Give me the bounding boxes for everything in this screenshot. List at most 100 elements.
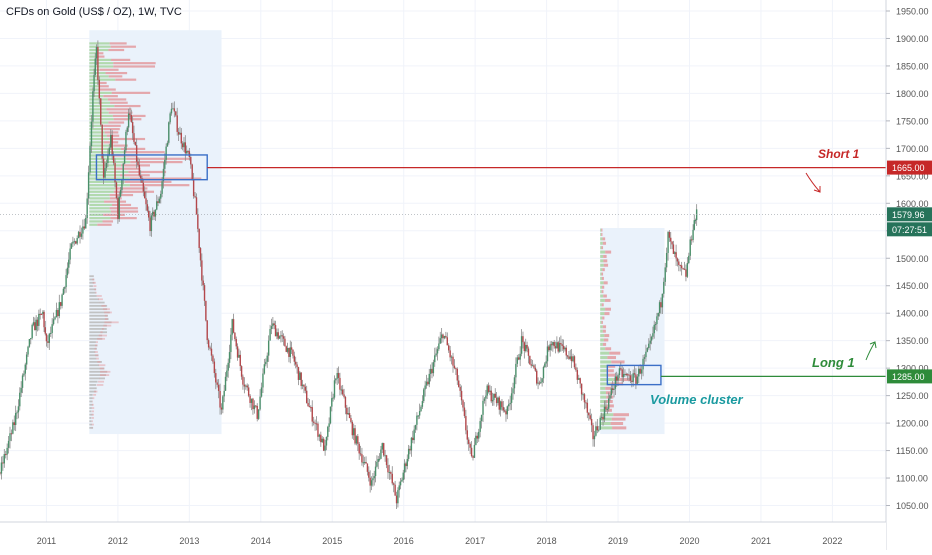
candle[interactable] [67, 268, 68, 275]
candle[interactable] [72, 242, 73, 244]
candle[interactable] [536, 371, 537, 384]
candle[interactable] [353, 428, 354, 435]
candle[interactable] [501, 401, 502, 407]
candle[interactable] [416, 416, 417, 425]
candle[interactable] [601, 417, 602, 418]
candle[interactable] [86, 198, 87, 218]
candle[interactable] [8, 441, 9, 448]
candle[interactable] [316, 423, 317, 424]
candle[interactable] [551, 344, 552, 345]
candle[interactable] [524, 342, 525, 351]
candle[interactable] [88, 172, 89, 198]
candle[interactable] [680, 265, 681, 266]
candle[interactable] [117, 198, 118, 219]
candle[interactable] [408, 449, 409, 459]
candle[interactable] [532, 365, 533, 366]
candle[interactable] [533, 365, 534, 367]
candle[interactable] [59, 302, 60, 316]
candle[interactable] [202, 281, 203, 286]
candle[interactable] [15, 413, 16, 425]
candle[interactable] [185, 142, 186, 153]
candle[interactable] [93, 75, 94, 91]
candle[interactable] [182, 143, 183, 147]
candle[interactable] [491, 391, 492, 402]
candle[interactable] [200, 248, 201, 260]
candle[interactable] [287, 348, 288, 352]
candle[interactable] [136, 145, 137, 162]
candle[interactable] [397, 490, 398, 503]
candle[interactable] [127, 128, 128, 132]
candle[interactable] [30, 338, 31, 339]
candle[interactable] [418, 415, 419, 416]
candle[interactable] [519, 354, 520, 360]
candle[interactable] [571, 356, 572, 361]
candle[interactable] [423, 389, 424, 401]
candle[interactable] [323, 439, 324, 451]
candle[interactable] [489, 391, 490, 392]
candle[interactable] [34, 322, 35, 330]
candle[interactable] [584, 394, 585, 402]
candle[interactable] [632, 373, 633, 382]
candle[interactable] [650, 341, 651, 344]
candle[interactable] [273, 323, 274, 325]
candle[interactable] [242, 377, 243, 385]
candle[interactable] [343, 394, 344, 396]
candle[interactable] [678, 261, 679, 264]
candle[interactable] [278, 332, 279, 338]
candle[interactable] [393, 483, 394, 484]
candle[interactable] [681, 265, 682, 268]
candle[interactable] [234, 333, 235, 339]
candle[interactable] [314, 423, 315, 424]
candle[interactable] [288, 348, 289, 357]
candle[interactable] [379, 459, 380, 460]
candle[interactable] [161, 181, 162, 194]
candle[interactable] [295, 362, 296, 365]
candle[interactable] [31, 325, 32, 338]
candle[interactable] [326, 437, 327, 446]
candle[interactable] [626, 374, 627, 375]
candle[interactable] [68, 260, 69, 268]
candle[interactable] [487, 386, 488, 396]
candle[interactable] [549, 344, 550, 350]
candle[interactable] [667, 232, 668, 253]
candle[interactable] [201, 260, 202, 280]
candle[interactable] [518, 357, 519, 359]
candle[interactable] [566, 348, 567, 356]
candle[interactable] [254, 405, 255, 409]
candle[interactable] [275, 325, 276, 336]
candle[interactable] [339, 378, 340, 390]
candle[interactable] [350, 418, 351, 422]
candle[interactable] [204, 285, 205, 301]
candle[interactable] [365, 462, 366, 464]
candle[interactable] [172, 108, 173, 109]
candle[interactable] [628, 375, 629, 376]
candle[interactable] [37, 320, 38, 326]
candle[interactable] [9, 433, 10, 441]
candle[interactable] [101, 125, 102, 159]
candle[interactable] [233, 319, 234, 333]
candle[interactable] [587, 403, 588, 413]
candle[interactable] [617, 375, 618, 381]
candle[interactable] [178, 132, 179, 135]
candle[interactable] [484, 399, 485, 401]
candle[interactable] [69, 249, 70, 260]
candle[interactable] [49, 334, 50, 343]
candle[interactable] [435, 354, 436, 356]
candle[interactable] [497, 398, 498, 404]
candle[interactable] [354, 428, 355, 443]
candle[interactable] [555, 346, 556, 348]
candle[interactable] [45, 327, 46, 333]
candle[interactable] [35, 320, 36, 330]
candle[interactable] [358, 444, 359, 454]
candle[interactable] [635, 374, 636, 383]
candle[interactable] [320, 435, 321, 442]
candle[interactable] [615, 376, 616, 388]
candle[interactable] [431, 369, 432, 373]
candle[interactable] [342, 389, 343, 394]
candle[interactable] [109, 148, 110, 155]
candle[interactable] [22, 375, 23, 387]
candle[interactable] [291, 347, 292, 349]
candle[interactable] [464, 408, 465, 416]
candle[interactable] [51, 324, 52, 333]
